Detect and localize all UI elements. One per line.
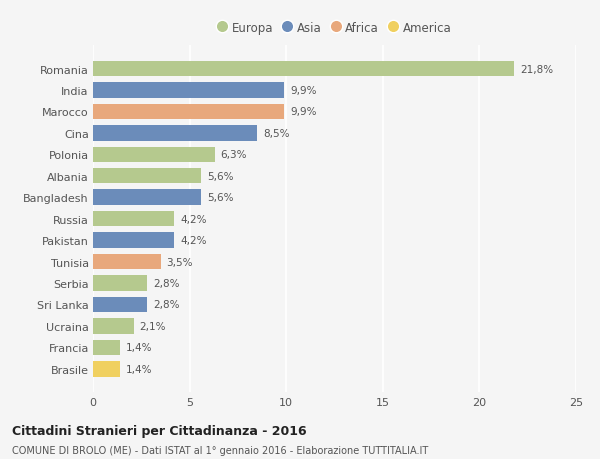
Bar: [93, 147, 215, 162]
Bar: [93, 83, 284, 99]
Text: Cittadini Stranieri per Cittadinanza - 2016: Cittadini Stranieri per Cittadinanza - 2…: [12, 425, 307, 437]
Text: 3,5%: 3,5%: [166, 257, 193, 267]
Text: 4,2%: 4,2%: [180, 235, 206, 246]
Text: 1,4%: 1,4%: [126, 342, 152, 353]
Text: 9,9%: 9,9%: [290, 86, 317, 96]
Text: 2,1%: 2,1%: [139, 321, 166, 331]
Text: 2,8%: 2,8%: [153, 300, 179, 310]
Text: 1,4%: 1,4%: [126, 364, 152, 374]
Bar: [93, 340, 120, 355]
Bar: [93, 276, 147, 291]
Text: 5,6%: 5,6%: [207, 171, 233, 181]
Bar: [93, 190, 201, 206]
Bar: [93, 254, 161, 270]
Bar: [93, 126, 257, 141]
Text: 8,5%: 8,5%: [263, 129, 290, 139]
Bar: [93, 361, 120, 377]
Bar: [93, 168, 201, 184]
Text: 4,2%: 4,2%: [180, 214, 206, 224]
Bar: [93, 212, 174, 227]
Text: 6,3%: 6,3%: [221, 150, 247, 160]
Text: 21,8%: 21,8%: [520, 64, 553, 74]
Text: 2,8%: 2,8%: [153, 279, 179, 288]
Text: COMUNE DI BROLO (ME) - Dati ISTAT al 1° gennaio 2016 - Elaborazione TUTTITALIA.I: COMUNE DI BROLO (ME) - Dati ISTAT al 1° …: [12, 445, 428, 455]
Bar: [93, 62, 514, 77]
Bar: [93, 233, 174, 248]
Legend: Europa, Asia, Africa, America: Europa, Asia, Africa, America: [213, 17, 456, 39]
Text: 5,6%: 5,6%: [207, 193, 233, 203]
Bar: [93, 297, 147, 313]
Bar: [93, 319, 134, 334]
Bar: [93, 105, 284, 120]
Text: 9,9%: 9,9%: [290, 107, 317, 117]
